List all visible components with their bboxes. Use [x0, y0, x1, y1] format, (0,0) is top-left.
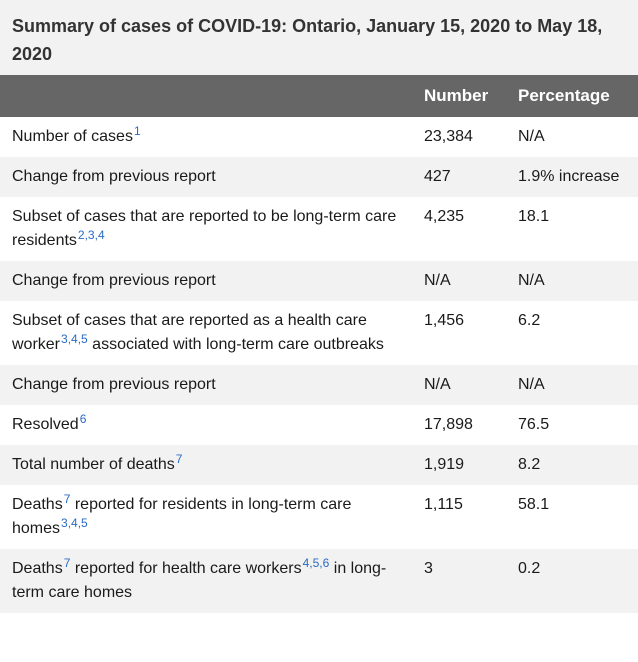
- table-caption: Summary of cases of COVID-19: Ontario, J…: [0, 0, 638, 75]
- row-percentage-text: 1.9% increase: [518, 168, 620, 185]
- row-percentage: 1.9% increase: [518, 157, 638, 197]
- footnote-link[interactable]: 7: [63, 556, 71, 570]
- row-label: Subset of cases that are reported as a h…: [0, 301, 424, 365]
- row-number: 17,898: [424, 416, 473, 433]
- header-percentage: Percentage: [518, 86, 610, 105]
- row-label-text: Number of cases: [12, 128, 133, 145]
- footnote-link[interactable]: 3,4,5: [61, 332, 88, 346]
- row-number: 1,456: [424, 312, 465, 329]
- row-label-text: Subset of cases that are reported to be …: [12, 208, 397, 249]
- table-row: Change from previous report 427 1.9% inc…: [0, 157, 638, 197]
- row-label-text-end: in long-term care homes: [12, 560, 387, 601]
- table-row: Subset of cases that are reported to be …: [0, 197, 638, 261]
- row-percentage: N/A: [518, 376, 545, 393]
- row-number: 3: [424, 560, 433, 577]
- row-label: Subset of cases that are reported to be …: [0, 197, 424, 261]
- row-label-text: Deaths: [12, 560, 63, 577]
- row-label: Resolved6: [0, 405, 424, 445]
- row-label-text: Deaths: [12, 496, 63, 513]
- row-number: N/A: [424, 376, 451, 393]
- table-row: Resolved6 17,898 76.5: [0, 405, 638, 445]
- row-percentage: 8.2: [518, 456, 541, 473]
- row-label: Deaths7 reported for residents in long-t…: [0, 485, 424, 549]
- table-row: Deaths7 reported for residents in long-t…: [0, 485, 638, 549]
- table-row: Subset of cases that are reported as a h…: [0, 301, 638, 365]
- footnote-link[interactable]: 4,5,6: [302, 556, 330, 570]
- row-label-text: Total number of deaths: [12, 456, 175, 473]
- row-label: Change from previous report: [12, 272, 216, 289]
- row-number: 1,115: [424, 496, 463, 513]
- row-number: 23,384: [424, 128, 473, 145]
- footnote-link[interactable]: 6: [79, 412, 87, 426]
- row-percentage: 76.5: [518, 416, 550, 433]
- covid-summary-table: Number Percentage Number of cases1 23,38…: [0, 75, 638, 613]
- row-percentage: 18.1: [518, 208, 550, 225]
- table-row: Number of cases1 23,384 N/A: [0, 117, 638, 157]
- row-label-text-cont: reported for health care workers: [70, 560, 302, 577]
- row-label-text-cont: reported for residents in long-term care…: [12, 496, 352, 537]
- row-label-text: Subset of cases that are reported as a h…: [12, 312, 367, 353]
- row-number: 427: [424, 168, 451, 185]
- table-row: Total number of deaths7 1,919 8.2: [0, 445, 638, 485]
- row-label: Deaths7 reported for health care workers…: [0, 549, 424, 613]
- header-number: Number: [424, 86, 489, 105]
- row-number: 1,919: [424, 456, 465, 473]
- footnote-link[interactable]: 3,4,5: [61, 516, 88, 530]
- row-label-text-cont: associated with long-term care outbreaks: [87, 336, 384, 353]
- table-row: Change from previous report N/A N/A: [0, 365, 638, 405]
- footnote-link[interactable]: 7: [63, 492, 71, 506]
- header-label: [0, 75, 424, 117]
- footnote-link[interactable]: 1: [133, 124, 141, 138]
- row-label-text: Resolved: [12, 416, 79, 433]
- row-number: 4,235: [424, 208, 465, 225]
- row-label: Number of cases1: [0, 117, 424, 157]
- covid-summary-table-container: Summary of cases of COVID-19: Ontario, J…: [0, 0, 638, 613]
- table-row: Deaths7 reported for health care workers…: [0, 549, 638, 613]
- table-header-row: Number Percentage: [0, 75, 638, 117]
- row-percentage: N/A: [518, 272, 545, 289]
- row-percentage: 58.1: [518, 496, 550, 513]
- row-label: Change from previous report: [12, 168, 216, 185]
- footnote-link[interactable]: 2,3,4: [77, 228, 105, 242]
- row-percentage: N/A: [518, 128, 545, 145]
- row-percentage: 6.2: [518, 312, 541, 329]
- row-percentage: 0.2: [518, 560, 541, 577]
- row-label: Change from previous report: [12, 376, 216, 393]
- table-row: Change from previous report N/A N/A: [0, 261, 638, 301]
- footnote-link[interactable]: 7: [175, 452, 183, 466]
- row-label: Total number of deaths7: [0, 445, 424, 485]
- row-number: N/A: [424, 272, 451, 289]
